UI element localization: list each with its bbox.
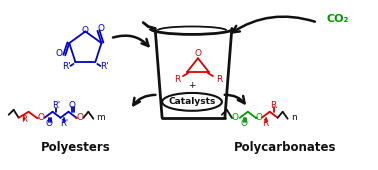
Text: O: O	[56, 49, 63, 58]
Text: n: n	[291, 113, 296, 122]
Text: +: +	[188, 81, 196, 90]
Text: m: m	[96, 113, 105, 122]
Text: R: R	[271, 101, 277, 110]
Text: O: O	[240, 119, 247, 128]
Text: R: R	[216, 75, 222, 83]
Text: O: O	[69, 101, 76, 110]
Text: O: O	[45, 119, 52, 128]
Text: R': R'	[62, 62, 71, 71]
Text: CO₂: CO₂	[326, 14, 349, 24]
Text: O: O	[37, 113, 44, 122]
Text: Catalysts: Catalysts	[168, 97, 216, 106]
Text: Polyesters: Polyesters	[40, 141, 110, 154]
Text: R': R'	[60, 119, 68, 128]
Text: O: O	[98, 24, 105, 33]
Text: R': R'	[100, 62, 109, 71]
Text: O: O	[255, 113, 262, 122]
Text: R': R'	[53, 101, 60, 110]
Text: R: R	[263, 119, 269, 128]
Text: O: O	[194, 49, 201, 58]
Text: R: R	[21, 115, 26, 124]
Text: R: R	[174, 75, 180, 83]
Text: O: O	[231, 113, 239, 122]
Text: Polycarbonates: Polycarbonates	[233, 141, 336, 154]
Text: O: O	[82, 26, 89, 35]
Text: O: O	[77, 113, 84, 122]
